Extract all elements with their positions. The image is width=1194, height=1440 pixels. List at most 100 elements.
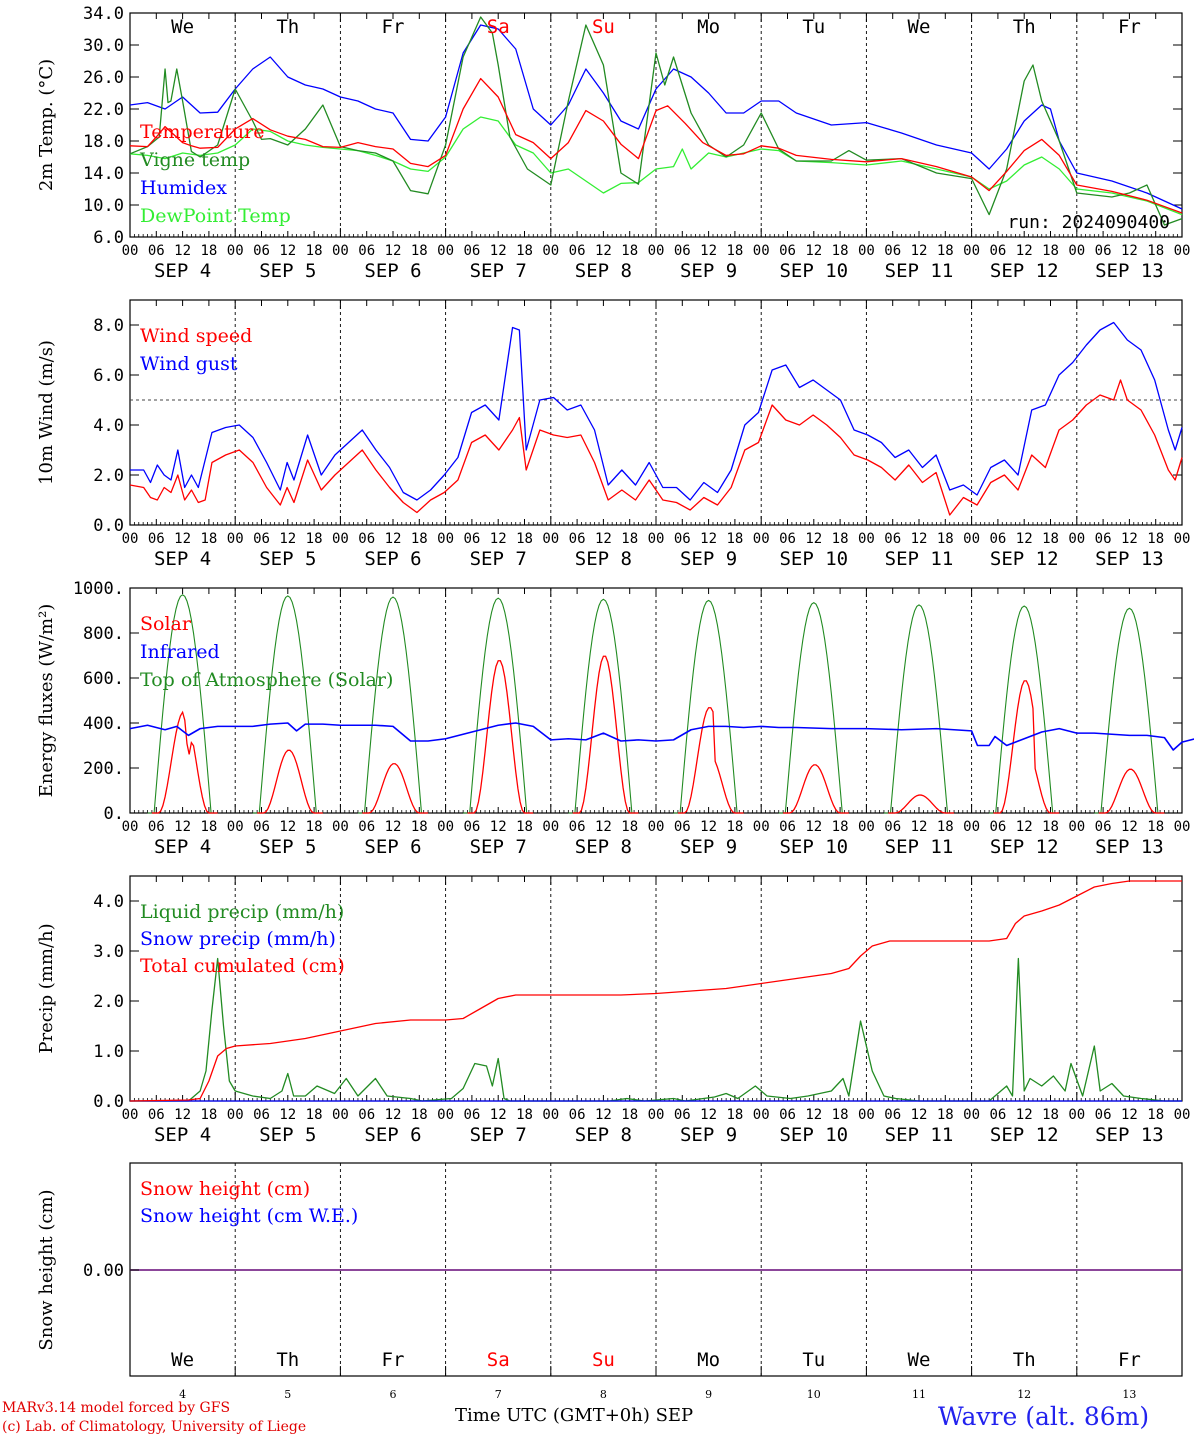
day-name: Th [1013, 16, 1036, 38]
hour-tick-label: 12 [805, 531, 822, 547]
hour-tick-label: 12 [174, 243, 191, 259]
hour-tick-label: 12 [490, 819, 507, 835]
hour-tick-label: 12 [805, 243, 822, 259]
date-label: SEP 4 [154, 260, 211, 282]
hour-tick-label: 06 [1095, 1107, 1112, 1123]
solar-daily-curve [362, 763, 429, 814]
hour-tick-label: 00 [963, 531, 980, 547]
date-label: SEP 8 [575, 1124, 632, 1146]
date-label: SEP 9 [680, 548, 737, 570]
legend-entry: Wind gust [140, 353, 238, 375]
hour-tick-label: 18 [621, 819, 638, 835]
toa-daily-curve [778, 601, 849, 814]
y-tick-label: 6.0 [93, 366, 124, 386]
hour-tick-label: 18 [306, 1107, 323, 1123]
hour-tick-label: 06 [463, 531, 480, 547]
hour-tick-label: 18 [1042, 819, 1059, 835]
hour-tick-label: 06 [148, 243, 165, 259]
hour-tick-label: 00 [753, 1107, 770, 1123]
x-axis-label: Time UTC (GMT+0h) SEP [455, 1405, 694, 1426]
hour-tick-label: 06 [674, 243, 691, 259]
hour-tick-label: 18 [306, 243, 323, 259]
hour-tick-label: 06 [569, 531, 586, 547]
day-name: Tu [802, 16, 825, 38]
hour-tick-label: 06 [253, 819, 270, 835]
hour-tick-label: 12 [279, 819, 296, 835]
y-tick-label: 0.00 [83, 1261, 124, 1281]
hour-tick-label: 00 [1174, 1107, 1191, 1123]
hour-tick-label: 12 [279, 531, 296, 547]
y-tick-label: 10.0 [83, 196, 124, 216]
hour-tick-label: 00 [542, 1107, 559, 1123]
hour-tick-label: 18 [306, 819, 323, 835]
hour-tick-label: 00 [1068, 1107, 1085, 1123]
hour-tick-label: 12 [174, 531, 191, 547]
y-tick-label: 22.0 [83, 100, 124, 120]
day-name: Th [276, 16, 299, 38]
hour-tick-label: 18 [621, 531, 638, 547]
hour-tick-label: 12 [700, 1107, 717, 1123]
hour-tick-label: 06 [674, 819, 691, 835]
hour-tick-label: 06 [884, 531, 901, 547]
hour-tick-label: 18 [1147, 243, 1164, 259]
hour-tick-label: 12 [700, 819, 717, 835]
date-label: SEP 12 [990, 260, 1059, 282]
toa-daily-curve [989, 605, 1060, 814]
hour-tick-label: 12 [1016, 531, 1033, 547]
hour-tick-label: 00 [122, 819, 139, 835]
hour-tick-label: 12 [174, 1107, 191, 1123]
date-label: SEP 9 [680, 1124, 737, 1146]
toa-daily-curve [1094, 607, 1165, 814]
date-label: SEP 6 [364, 1124, 421, 1146]
day-name: Fr [382, 1349, 405, 1371]
hour-tick-label: 06 [148, 531, 165, 547]
hour-tick-label: 06 [358, 243, 375, 259]
hour-tick-label: 00 [122, 531, 139, 547]
wind-series-line [129, 379, 1183, 516]
hour-tick-label: 06 [569, 1107, 586, 1123]
hour-tick-label: 12 [1016, 819, 1033, 835]
date-label: SEP 9 [680, 836, 737, 858]
date-label: SEP 6 [364, 548, 421, 570]
date-label: SEP 5 [259, 836, 316, 858]
hour-tick-label: 18 [726, 531, 743, 547]
infrared-series-line [129, 722, 1194, 751]
legend-entry: Infrared [140, 641, 220, 663]
hour-tick-label: 18 [1042, 243, 1059, 259]
y-tick-label: 1.0 [93, 1042, 124, 1062]
hour-tick-label: 18 [306, 531, 323, 547]
hour-tick-label: 18 [621, 1107, 638, 1123]
legend-entry: Wind speed [140, 325, 252, 347]
hour-tick-label: 00 [1174, 243, 1191, 259]
solar-daily-curve [1098, 768, 1165, 814]
hour-tick-label: 00 [858, 243, 875, 259]
day-number-label: 12 [1017, 1388, 1031, 1401]
legend-entry: Temperature [140, 121, 264, 143]
day-number-label: 4 [179, 1388, 186, 1401]
y-axis-label: Precip (mm/h) [36, 923, 57, 1053]
legend-entry: DewPoint Temp [140, 205, 291, 227]
hour-tick-label: 00 [122, 243, 139, 259]
legend-entry: Top of Atmosphere (Solar) [140, 669, 393, 691]
y-tick-label: 0.0 [93, 516, 124, 536]
date-label: SEP 12 [990, 836, 1059, 858]
y-tick-label: 18.0 [83, 132, 124, 152]
hour-tick-label: 06 [989, 531, 1006, 547]
date-label: SEP 7 [470, 836, 527, 858]
toa-daily-curve [357, 596, 429, 814]
y-tick-label: 6.0 [93, 228, 124, 248]
hour-tick-label: 00 [963, 1107, 980, 1123]
date-label: SEP 8 [575, 260, 632, 282]
day-number-label: 9 [705, 1388, 712, 1401]
legend-entry: Vigne temp [139, 149, 250, 171]
hour-tick-label: 12 [279, 243, 296, 259]
solar-daily-curve [888, 794, 955, 814]
hour-tick-label: 00 [648, 531, 665, 547]
hour-tick-label: 18 [1042, 531, 1059, 547]
hour-tick-label: 18 [1042, 1107, 1059, 1123]
y-tick-label: 4.0 [93, 416, 124, 436]
hour-tick-label: 18 [937, 243, 954, 259]
hour-tick-label: 18 [937, 819, 954, 835]
day-name: Mo [697, 16, 720, 38]
